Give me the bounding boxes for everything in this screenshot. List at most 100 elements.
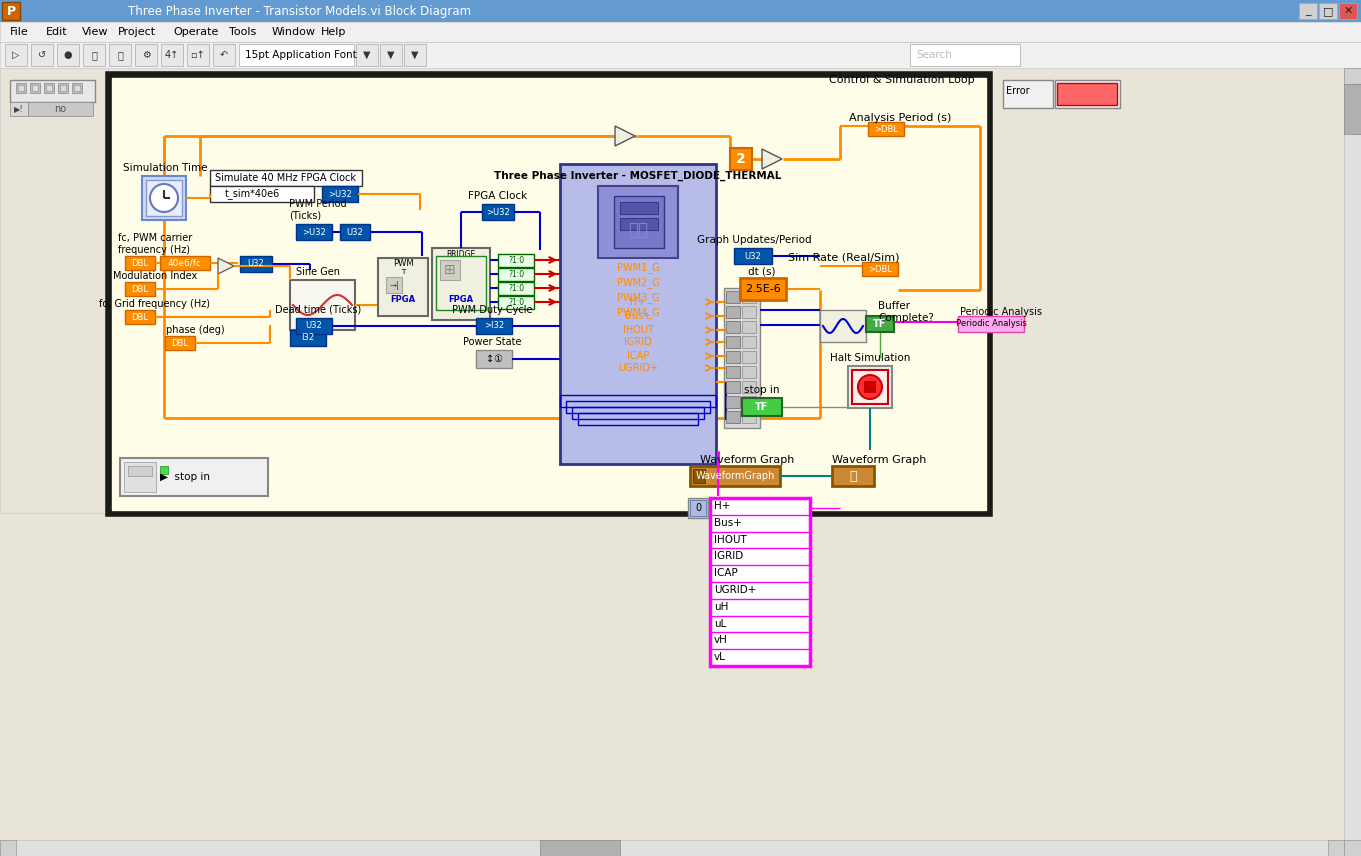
- Text: PWM2_G: PWM2_G: [617, 277, 659, 288]
- Bar: [1003, 80, 1053, 108]
- Bar: [725, 306, 740, 318]
- Text: DBL: DBL: [132, 259, 148, 267]
- Text: DBL: DBL: [171, 338, 189, 348]
- Bar: [725, 291, 740, 303]
- Text: ?1:0: ?1:0: [508, 256, 524, 265]
- Bar: [0, 840, 1345, 856]
- Bar: [124, 462, 157, 492]
- Bar: [729, 148, 753, 170]
- Text: 40e6/fc: 40e6/fc: [167, 259, 201, 267]
- Bar: [476, 318, 512, 334]
- Text: dt (s): dt (s): [749, 267, 776, 277]
- Bar: [109, 44, 131, 66]
- Text: FPGA: FPGA: [391, 295, 415, 305]
- Text: ?1:0: ?1:0: [508, 270, 524, 279]
- Text: PWM: PWM: [393, 259, 414, 269]
- Bar: [725, 396, 740, 408]
- Bar: [73, 85, 80, 91]
- Bar: [578, 413, 698, 425]
- Bar: [498, 282, 534, 295]
- Bar: [819, 310, 866, 342]
- Text: Waveform Graph: Waveform Graph: [700, 455, 795, 465]
- Text: ICAP: ICAP: [627, 351, 649, 361]
- Bar: [323, 186, 358, 202]
- Bar: [740, 278, 787, 300]
- Bar: [832, 466, 874, 486]
- Bar: [559, 395, 716, 407]
- Bar: [742, 291, 755, 303]
- Text: UGRID+: UGRID+: [715, 585, 757, 595]
- Bar: [725, 321, 740, 333]
- Bar: [120, 458, 268, 496]
- Bar: [689, 498, 708, 518]
- Bar: [742, 336, 755, 348]
- Polygon shape: [615, 126, 636, 146]
- Bar: [742, 396, 755, 408]
- Text: t_sim*40e6: t_sim*40e6: [225, 188, 279, 199]
- Bar: [146, 180, 182, 216]
- Text: →|: →|: [389, 281, 399, 289]
- Bar: [693, 469, 705, 483]
- Bar: [30, 83, 39, 93]
- Bar: [57, 44, 79, 66]
- Bar: [958, 316, 1023, 332]
- Text: FPGA Clock: FPGA Clock: [468, 191, 528, 201]
- Text: _: _: [1305, 6, 1311, 16]
- Bar: [725, 336, 740, 348]
- Bar: [848, 366, 891, 408]
- Bar: [742, 351, 755, 363]
- Text: stop in: stop in: [744, 385, 780, 395]
- Polygon shape: [218, 258, 234, 274]
- Text: PWM3_G: PWM3_G: [617, 293, 659, 304]
- Bar: [0, 0, 1361, 22]
- Text: 4↑: 4↑: [165, 50, 180, 60]
- Bar: [210, 186, 314, 202]
- Text: FPGA: FPGA: [448, 295, 474, 305]
- Text: IHOUT: IHOUT: [715, 535, 747, 544]
- Bar: [290, 280, 355, 330]
- Text: phase (deg): phase (deg): [166, 325, 225, 335]
- Bar: [1345, 68, 1361, 84]
- Text: IHOUT: IHOUT: [622, 325, 653, 335]
- Bar: [690, 500, 706, 516]
- Bar: [44, 83, 54, 93]
- Bar: [742, 366, 755, 378]
- Bar: [357, 44, 378, 66]
- Bar: [864, 381, 876, 393]
- Text: ▶!: ▶!: [14, 104, 24, 114]
- Bar: [29, 102, 93, 116]
- Bar: [1319, 3, 1337, 19]
- Text: ▼: ▼: [363, 50, 370, 60]
- Bar: [1328, 840, 1345, 856]
- Bar: [0, 42, 1361, 68]
- Bar: [5, 44, 27, 66]
- Bar: [0, 840, 16, 856]
- Text: 2.5E-6: 2.5E-6: [744, 284, 781, 294]
- Text: 0: 0: [695, 503, 701, 513]
- Bar: [1298, 3, 1317, 19]
- Text: Error: Error: [1006, 86, 1030, 96]
- Bar: [742, 381, 755, 393]
- Bar: [440, 260, 460, 280]
- Text: fo, Grid frequency (Hz): fo, Grid frequency (Hz): [99, 299, 211, 309]
- Text: ICAP: ICAP: [715, 568, 738, 578]
- Text: ●: ●: [64, 50, 72, 60]
- Text: IGRID: IGRID: [715, 551, 743, 562]
- Text: Periodic Analysis: Periodic Analysis: [960, 307, 1043, 317]
- Bar: [125, 310, 155, 324]
- Bar: [72, 83, 82, 93]
- Bar: [112, 78, 985, 510]
- Text: TF: TF: [755, 402, 769, 412]
- Text: Operate: Operate: [173, 27, 219, 37]
- Text: >U32: >U32: [302, 228, 325, 236]
- Text: WaveformGraph: WaveformGraph: [695, 471, 774, 481]
- Bar: [33, 85, 38, 91]
- Text: ?1:0: ?1:0: [508, 298, 524, 307]
- Bar: [46, 85, 52, 91]
- Text: >U32: >U32: [486, 207, 510, 217]
- Bar: [725, 411, 740, 423]
- Text: uL: uL: [715, 619, 727, 628]
- Bar: [210, 170, 362, 186]
- Bar: [378, 258, 427, 316]
- Bar: [621, 202, 657, 214]
